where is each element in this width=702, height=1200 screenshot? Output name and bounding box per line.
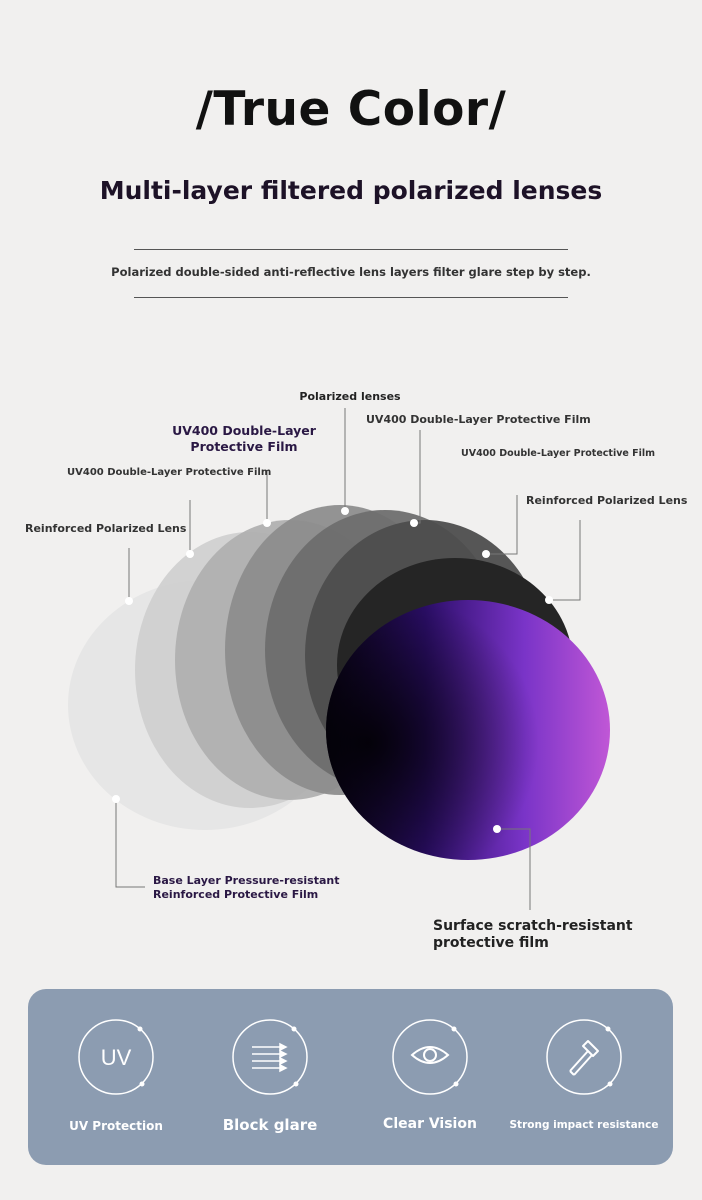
feature-label: Strong impact resistance — [509, 1119, 659, 1131]
label-uv400-emphasis-1: UV400 Double-Layer — [172, 423, 317, 438]
uv-icon-text: UV — [101, 1045, 132, 1070]
label-base-layer-1: Base Layer Pressure-resistant — [153, 874, 339, 887]
divider-bottom — [134, 297, 568, 298]
label-uv400-left: UV400 Double-Layer Protective Film — [67, 467, 271, 478]
features-panel: UV UV Protection Block glare Clear Visi — [28, 989, 673, 1165]
label-uv400-emphasis-2: Protective Film — [190, 439, 297, 454]
feature-label: Block glare — [222, 1116, 318, 1134]
label-base-layer-2: Reinforced Protective Film — [153, 888, 318, 901]
eye-icon — [392, 1019, 468, 1095]
label-uv400-top-right: UV400 Double-Layer Protective Film — [366, 413, 591, 426]
page-subtitle: Multi-layer filtered polarized lenses — [99, 176, 603, 205]
label-uv400-small-right: UV400 Double-Layer Protective Film — [461, 448, 655, 459]
label-reinforced-right: Reinforced Polarized Lens — [526, 494, 688, 507]
label-reinforced-left: Reinforced Polarized Lens — [25, 522, 187, 535]
feature-label: UV Protection — [69, 1119, 163, 1133]
lens-layer-diagram: Polarized lenses UV400 Double-Layer Prot… — [25, 390, 688, 951]
page-title: /True Color/ — [195, 82, 507, 137]
feature-clear-vision: Clear Vision — [350, 989, 510, 1165]
hammer-icon — [546, 1019, 622, 1095]
feature-block-glare: Block glare — [190, 989, 350, 1165]
divider-top — [134, 249, 568, 250]
label-surface-2: protective film — [433, 935, 549, 951]
uv-icon: UV — [78, 1019, 154, 1095]
label-surface-1: Surface scratch-resistant — [433, 918, 633, 934]
arrows-icon — [232, 1019, 308, 1095]
lens-disc-purple — [326, 600, 610, 860]
page-description: Polarized double-sided anti-reflective l… — [111, 265, 591, 279]
feature-label: Clear Vision — [383, 1116, 477, 1132]
label-polarized-lenses: Polarized lenses — [299, 390, 401, 403]
feature-impact-resistance: Strong impact resistance — [504, 989, 664, 1165]
feature-uv-protection: UV UV Protection — [36, 989, 196, 1165]
